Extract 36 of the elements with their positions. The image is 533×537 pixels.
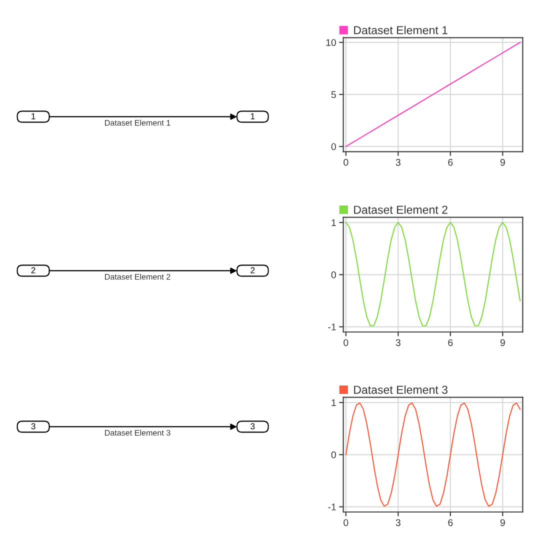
text: 3 bbox=[31, 423, 36, 430]
y-tick-label: 0 bbox=[331, 143, 336, 150]
text: 3 bbox=[250, 423, 255, 430]
text: 2 bbox=[31, 267, 36, 274]
line-series bbox=[345, 222, 521, 326]
line-series bbox=[345, 402, 521, 507]
x-tick-label: 9 bbox=[500, 158, 505, 166]
x-tick-label: 6 bbox=[448, 519, 453, 526]
y-tick-label: -1 bbox=[328, 324, 336, 330]
x-tick-label: 6 bbox=[448, 158, 453, 166]
y-tick-label: -1 bbox=[328, 504, 336, 510]
x-tick-label: 9 bbox=[500, 339, 505, 346]
y-tick-label: 5 bbox=[331, 91, 336, 98]
text: 1 bbox=[250, 113, 255, 120]
x-tick-label: 9 bbox=[500, 519, 505, 526]
x-tick-label: 3 bbox=[396, 158, 400, 166]
y-tick-label: 0 bbox=[331, 271, 336, 278]
line-series bbox=[345, 42, 521, 148]
y-tick-label: 0 bbox=[331, 451, 336, 458]
legend-label: Dataset Element 3 bbox=[354, 385, 448, 394]
text: Dataset Element 1 bbox=[105, 120, 170, 126]
y-tick-label: 1 bbox=[332, 219, 336, 226]
y-tick-label: 1 bbox=[332, 399, 336, 406]
x-tick-label: 3 bbox=[396, 339, 400, 346]
text: Dataset Element 2 bbox=[105, 274, 170, 280]
x-tick-label: 3 bbox=[396, 519, 400, 526]
text: 2 bbox=[250, 267, 255, 274]
y-tick-label: 10 bbox=[326, 39, 336, 46]
x-tick-label: 0 bbox=[344, 339, 348, 346]
legend-label: Dataset Element 1 bbox=[354, 26, 448, 34]
text: Dataset Element 3 bbox=[105, 430, 170, 436]
text: 1 bbox=[32, 113, 36, 120]
x-tick-label: 0 bbox=[344, 158, 348, 166]
x-tick-label: 6 bbox=[448, 339, 453, 346]
x-tick-label: 0 bbox=[344, 519, 348, 526]
legend-label: Dataset Element 2 bbox=[354, 205, 448, 214]
